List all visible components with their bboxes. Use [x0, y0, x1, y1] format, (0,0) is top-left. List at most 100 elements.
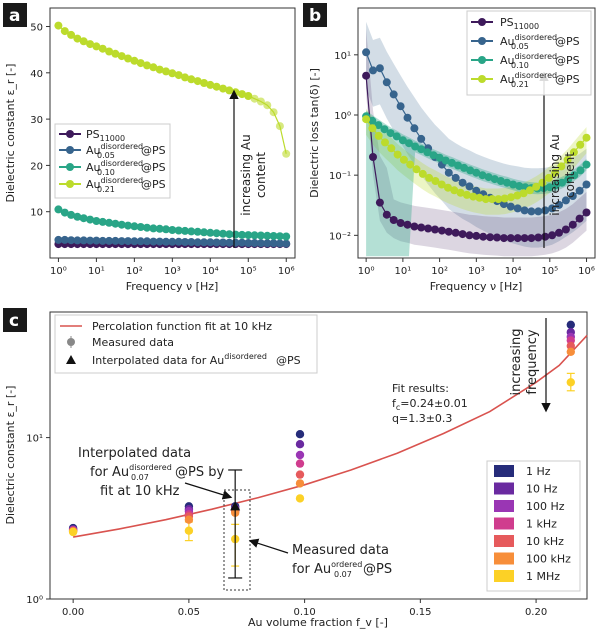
data-point [475, 193, 484, 202]
data-point [410, 222, 419, 231]
legend-text: Au [86, 144, 101, 157]
data-point [184, 526, 194, 535]
data-point [575, 186, 584, 195]
data-point [566, 347, 575, 356]
data-point [424, 224, 433, 233]
panel-a-xlabel: Frequency ν [Hz] [126, 280, 219, 293]
y-tick-label: 50 [30, 23, 43, 34]
data-point [92, 42, 101, 51]
data-point [193, 77, 202, 86]
data-point [149, 224, 158, 233]
data-point [481, 195, 490, 204]
data-point [534, 233, 543, 242]
data-point [541, 206, 550, 215]
data-point [73, 236, 82, 245]
data-point [92, 217, 101, 225]
panel-c-plot [68, 320, 588, 579]
data-point [124, 54, 132, 63]
data-point [496, 177, 505, 185]
data-point [460, 163, 469, 172]
data-point [412, 165, 421, 174]
data-point [478, 171, 487, 180]
legend-interp-text: Interpolated data for Au [92, 354, 224, 367]
data-point [458, 230, 467, 239]
data-point [86, 236, 95, 245]
data-point [444, 183, 452, 192]
data-point [399, 155, 408, 164]
panel-b-ticks: 10⁰ 10¹ 10² 10³ 10⁴ 10⁵ 10⁶ 10⁻² 10⁻¹ 10⁰ 10¹ [329, 51, 595, 277]
data-point [429, 151, 438, 160]
data-point [105, 218, 114, 227]
data-point [437, 180, 446, 189]
data-point [417, 223, 426, 232]
data-point [465, 182, 474, 191]
data-point [538, 178, 547, 187]
legend-swatch [494, 482, 514, 495]
data-point [410, 124, 419, 133]
data-point [398, 136, 407, 145]
legend-suffix: @PS [555, 73, 580, 86]
data-point [136, 223, 145, 231]
legend-sup: disordered [101, 176, 144, 185]
data-point [507, 193, 515, 202]
data-point [444, 168, 453, 177]
data-point [238, 230, 246, 239]
data-point [98, 236, 107, 245]
data-point [250, 239, 259, 247]
data-point [117, 52, 126, 61]
data-point [576, 140, 585, 149]
x-tick-label: 10⁶ [578, 266, 595, 277]
legend-label: 100 kHz [526, 553, 571, 566]
panel-a-legend: PS11000 Audisordered 0.05 @PS Audisordered… [54, 123, 171, 199]
data-point [488, 195, 497, 204]
legend-sup: disordered [515, 33, 558, 42]
data-point [105, 47, 114, 56]
y-tick-label: 10 [30, 208, 43, 219]
data-point [136, 59, 145, 68]
x-tick-label: 10³ [468, 266, 485, 277]
data-point [187, 75, 196, 84]
data-point [98, 217, 107, 226]
data-point [143, 237, 151, 246]
data-point [513, 234, 522, 243]
data-point [582, 160, 591, 169]
data-point [238, 90, 246, 99]
data-point [219, 229, 227, 238]
legend-item-au-0.10: Audisordered 0.10 @PS [59, 159, 166, 177]
legend-suffix: @PS [555, 35, 580, 48]
data-point [576, 166, 585, 175]
panel-a-annotation-2: content [254, 152, 268, 198]
data-point [282, 239, 291, 248]
data-point [275, 239, 284, 248]
data-point [136, 237, 145, 246]
data-point [525, 186, 534, 195]
x-tick-label: 0.20 [525, 607, 547, 618]
x-tick-label: 10² [126, 266, 143, 277]
data-point [569, 148, 578, 157]
y-tick-label: 10⁰ [334, 111, 351, 122]
legend-label: 100 Hz [526, 500, 565, 513]
legend-measured-marker [67, 338, 75, 346]
data-point [295, 440, 305, 449]
legend-label: 1 Hz [526, 465, 551, 478]
data-point [458, 178, 467, 187]
data-point [250, 94, 259, 103]
legend-item-au-0.05: Audisordered 0.05 @PS [59, 142, 166, 160]
x-tick-label: 10⁵ [240, 266, 257, 277]
data-point [465, 231, 474, 240]
data-point [450, 186, 459, 195]
data-point [162, 225, 170, 234]
y-tick-label: 10⁰ [26, 595, 43, 606]
data-point [451, 228, 460, 237]
data-point [168, 226, 177, 234]
data-point [225, 230, 234, 239]
x-tick-label: 10³ [164, 266, 181, 277]
x-tick-label: 10² [431, 266, 448, 277]
interp-arrow [184, 482, 233, 500]
data-point [532, 182, 541, 191]
data-point [557, 162, 566, 171]
panel-a-label: a [9, 6, 20, 26]
data-point [263, 231, 272, 240]
